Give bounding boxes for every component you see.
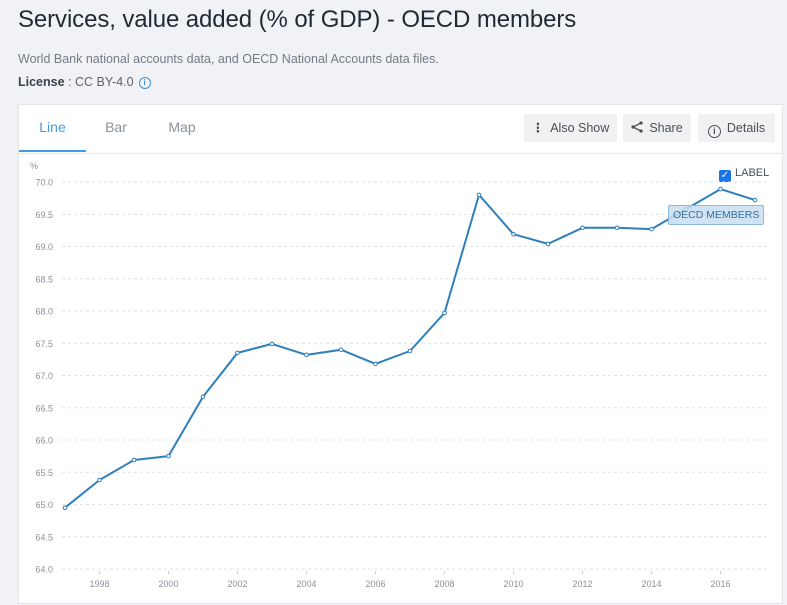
license: License : CC BY-4.0 i — [18, 75, 151, 89]
x-tick-label: 2000 — [158, 579, 178, 589]
y-tick-label: 66.5 — [35, 403, 53, 413]
series-label: OECD MEMBERS — [668, 205, 765, 225]
details-button[interactable]: i Details — [698, 114, 775, 142]
share-icon — [631, 114, 643, 142]
data-point — [304, 352, 309, 358]
also-show-button[interactable]: ⋮ Also Show — [524, 114, 617, 142]
data-point — [718, 186, 723, 192]
data-point — [166, 453, 171, 459]
y-tick-label: 66.0 — [35, 436, 53, 446]
y-tick-label: 69.5 — [35, 210, 53, 220]
share-button[interactable]: Share — [623, 114, 691, 142]
also-show-label: Also Show — [550, 121, 610, 135]
y-tick-label: 65.5 — [35, 468, 53, 478]
data-point — [545, 241, 551, 247]
tab-bar-chart[interactable]: Bar — [105, 119, 127, 135]
tab-map[interactable]: Map — [168, 119, 196, 135]
x-tick-label: 2016 — [710, 579, 730, 589]
x-tick-label: 2008 — [434, 579, 454, 589]
data-point — [614, 225, 620, 231]
x-tick-label: 2002 — [227, 579, 247, 589]
y-tick-label: 68.5 — [35, 274, 53, 284]
data-point — [373, 361, 378, 367]
data-point — [649, 226, 654, 232]
checkbox-checked-icon[interactable]: ✓ — [719, 170, 731, 182]
data-point — [131, 457, 137, 463]
data-point — [235, 350, 240, 356]
data-point — [752, 197, 758, 203]
y-tick-label: 65.0 — [35, 500, 53, 510]
details-label: Details — [726, 121, 766, 135]
y-tick-label: 67.5 — [35, 339, 53, 349]
line-chart: % 64.0 64.5 65.0 65.5 66.0 66.5 67.0 67.5 68.0 68.… — [30, 161, 767, 589]
vertical-dots-icon: ⋮ — [531, 121, 545, 135]
page-title: Services, value added (% of GDP) - OECD … — [18, 6, 577, 33]
data-point — [511, 231, 516, 237]
tab-bar: Line Bar Map ⋮ Also Show Share i Details — [19, 105, 782, 154]
data-point — [62, 505, 68, 511]
share-label: Share — [649, 121, 683, 135]
x-tick-label: 2004 — [296, 579, 316, 589]
y-tick-label: 64.0 — [35, 565, 53, 575]
data-point — [269, 341, 275, 347]
y-tick-label: 67.0 — [35, 371, 53, 381]
label-toggle[interactable]: ✓ LABEL — [719, 167, 769, 182]
data-point — [442, 310, 447, 316]
data-point — [580, 225, 585, 231]
data-point — [97, 477, 102, 483]
y-tick-label: 70.0 — [35, 178, 53, 188]
y-tick-label: 69.0 — [35, 242, 53, 252]
label-toggle-text: LABEL — [735, 167, 770, 179]
y-axis-unit-label: % — [30, 161, 38, 171]
data-point — [338, 347, 344, 352]
y-tick-label: 64.5 — [35, 532, 53, 542]
license-label: License — [18, 75, 65, 89]
tab-line[interactable]: Line — [19, 105, 86, 152]
data-source: World Bank national accounts data, and O… — [18, 52, 439, 66]
chart-card: Line Bar Map ⋮ Also Show Share i Details ✓… — [18, 104, 783, 604]
x-tick-label: 2006 — [365, 579, 385, 589]
data-point — [476, 192, 482, 198]
data-point — [200, 394, 206, 400]
info-circle-icon[interactable]: i — [138, 77, 151, 89]
series-line — [64, 188, 756, 509]
license-value: : CC BY-4.0 — [64, 75, 134, 89]
data-point — [407, 348, 413, 354]
x-tick-label: 1998 — [89, 579, 109, 589]
x-tick-label: 2014 — [641, 579, 661, 589]
y-tick-label: 68.0 — [35, 307, 53, 317]
x-tick-label: 2012 — [572, 579, 592, 589]
info-circle-icon: i — [707, 125, 721, 138]
x-tick-label: 2010 — [503, 579, 523, 589]
